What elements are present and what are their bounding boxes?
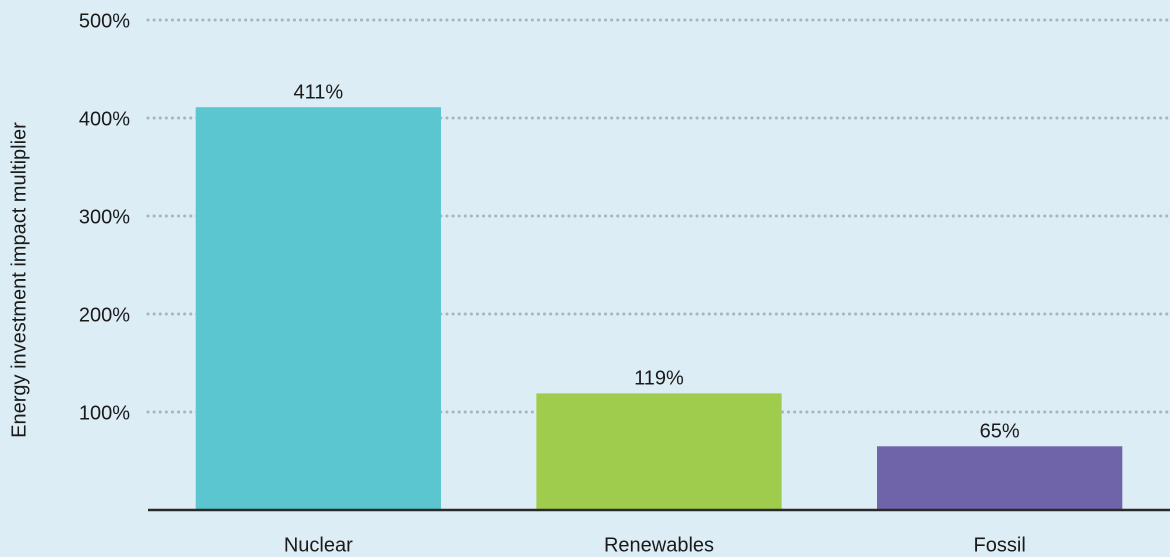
y-tick-label: 400% [79, 108, 130, 130]
bar [877, 446, 1123, 510]
x-tick-label: Nuclear [284, 534, 353, 556]
value-label: 411% [293, 82, 343, 104]
value-label: 65% [980, 421, 1020, 443]
bar [536, 393, 782, 510]
x-tick-label: Renewables [604, 534, 714, 556]
y-tick-label: 300% [79, 206, 130, 228]
y-tick-label: 500% [79, 10, 130, 32]
y-axis-title: Energy investment impact multiplier [8, 122, 30, 438]
y-tick-label: 100% [79, 402, 130, 424]
value-label: 119% [634, 368, 684, 390]
x-tick-label: Fossil [974, 534, 1026, 556]
y-tick-label: 200% [79, 304, 130, 326]
bar [195, 107, 441, 510]
